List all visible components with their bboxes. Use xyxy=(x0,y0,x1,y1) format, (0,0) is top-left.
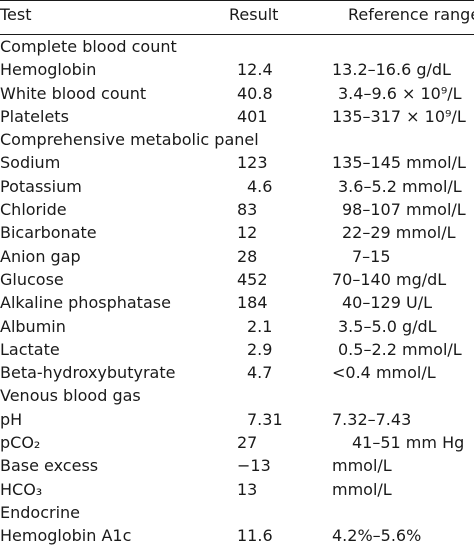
result-value: 27 xyxy=(237,433,258,453)
section-row: Endocrine xyxy=(0,500,474,523)
result-value: 4.6 xyxy=(247,176,273,196)
reference-range: 40–129 U/L xyxy=(342,293,432,313)
table-row: Alkaline phosphatase 184 40–129 U/L xyxy=(0,290,474,313)
reference-range: 7–15 xyxy=(352,246,391,266)
test-name: Anion gap xyxy=(0,246,81,266)
result-value: 4.7 xyxy=(247,363,273,383)
result-value: 83 xyxy=(237,200,258,220)
test-name: pH xyxy=(0,409,23,429)
test-name: HCO₃ xyxy=(0,479,43,499)
table-row: Platelets 401 135–317 × 10⁹/L xyxy=(0,104,474,127)
section-title: Complete blood count xyxy=(0,37,177,56)
test-name: Alkaline phosphatase xyxy=(0,293,171,313)
test-name: Sodium xyxy=(0,153,61,173)
result-value: 2.9 xyxy=(247,339,273,359)
header-rule xyxy=(0,34,474,35)
result-value: 452 xyxy=(237,269,268,289)
header-result: Result xyxy=(229,5,279,24)
table-row: Anion gap 28 7–15 xyxy=(0,244,474,267)
reference-range: mmol/L xyxy=(332,479,392,499)
test-name: Hemoglobin A1c xyxy=(0,526,132,546)
reference-range: 0.5–2.2 mmol/L xyxy=(338,339,462,359)
reference-range: 3.6–5.2 mmol/L xyxy=(338,176,462,196)
section-title: Venous blood gas xyxy=(0,386,141,406)
section-row: Complete blood count xyxy=(0,34,474,57)
table-row: Albumin 2.1 3.5–5.0 g/dL xyxy=(0,314,474,337)
result-value: 184 xyxy=(237,293,268,313)
table-row: Base excess −13 mmol/L xyxy=(0,453,474,476)
table-top-rule xyxy=(0,0,474,1)
table-header: Test Result Reference range xyxy=(0,0,474,34)
table-row: Lactate 2.9 0.5–2.2 mmol/L xyxy=(0,337,474,360)
result-value: 13 xyxy=(237,479,258,499)
test-name: White blood count xyxy=(0,83,147,103)
reference-range: 70–140 mg/dL xyxy=(332,269,447,289)
section-row: Comprehensive metabolic panel xyxy=(0,127,474,150)
test-name: Potassium xyxy=(0,176,82,196)
reference-range: 135–145 mmol/L xyxy=(332,153,466,173)
result-value: 7.31 xyxy=(247,409,283,429)
reference-range: 4.2%–5.6% xyxy=(332,526,422,546)
table-row: White blood count 40.8 3.4–9.6 × 10⁹/L xyxy=(0,81,474,104)
result-value: 28 xyxy=(237,246,258,266)
result-value: 2.1 xyxy=(247,316,273,336)
result-value: 12 xyxy=(237,223,258,243)
test-name: Platelets xyxy=(0,106,69,126)
test-name: Bicarbonate xyxy=(0,223,97,243)
result-value: −13 xyxy=(237,456,271,476)
result-value: 40.8 xyxy=(237,83,273,103)
table-row: Chloride 83 98–107 mmol/L xyxy=(0,197,474,220)
table-row: pH 7.31 7.32–7.43 xyxy=(0,407,474,430)
test-name: Chloride xyxy=(0,200,67,220)
test-name: pCO₂ xyxy=(0,433,41,453)
test-name: Hemoglobin xyxy=(0,60,97,80)
result-value: 123 xyxy=(237,153,268,173)
table-row: Potassium 4.6 3.6–5.2 mmol/L xyxy=(0,174,474,197)
reference-range: 13.2–16.6 g/dL xyxy=(332,60,451,80)
test-name: Lactate xyxy=(0,339,60,359)
reference-range: 22–29 mmol/L xyxy=(342,223,456,243)
section-row: Venous blood gas xyxy=(0,383,474,406)
reference-range: <0.4 mmol/L xyxy=(332,363,436,383)
result-value: 11.6 xyxy=(237,526,273,546)
reference-range: 3.4–9.6 × 10⁹/L xyxy=(338,83,462,103)
table-row: Bicarbonate 12 22–29 mmol/L xyxy=(0,220,474,243)
table-row: Sodium 123 135–145 mmol/L xyxy=(0,150,474,173)
reference-range: 7.32–7.43 xyxy=(332,409,412,429)
table-row: Hemoglobin A1c 11.6 4.2%–5.6% xyxy=(0,523,474,546)
test-name: Albumin xyxy=(0,316,66,336)
section-title: Endocrine xyxy=(0,502,80,522)
test-name: Base excess xyxy=(0,456,99,476)
table-row: Hemoglobin 12.4 13.2–16.6 g/dL xyxy=(0,57,474,80)
reference-range: 41–51 mm Hg xyxy=(352,433,465,453)
reference-range: 3.5–5.0 g/dL xyxy=(338,316,437,336)
header-reference-range: Reference range xyxy=(348,5,474,24)
table-body: Complete blood count Hemoglobin 12.4 13.2–1… xyxy=(0,34,474,547)
test-name: Glucose xyxy=(0,269,64,289)
reference-range: 135–317 × 10⁹/L xyxy=(332,106,466,126)
result-value: 401 xyxy=(237,106,268,126)
header-test: Test xyxy=(0,5,32,24)
reference-range: 98–107 mmol/L xyxy=(342,200,466,220)
table-row: Beta-hydroxybutyrate 4.7 <0.4 mmol/L xyxy=(0,360,474,383)
test-name: Beta-hydroxybutyrate xyxy=(0,363,176,383)
table-row: HCO₃ 13 mmol/L xyxy=(0,477,474,500)
table-row: Glucose 452 70–140 mg/dL xyxy=(0,267,474,290)
table-row: pCO₂ 27 41–51 mm Hg xyxy=(0,430,474,453)
section-title: Comprehensive metabolic panel xyxy=(0,130,259,150)
result-value: 12.4 xyxy=(237,60,273,80)
reference-range: mmol/L xyxy=(332,456,392,476)
